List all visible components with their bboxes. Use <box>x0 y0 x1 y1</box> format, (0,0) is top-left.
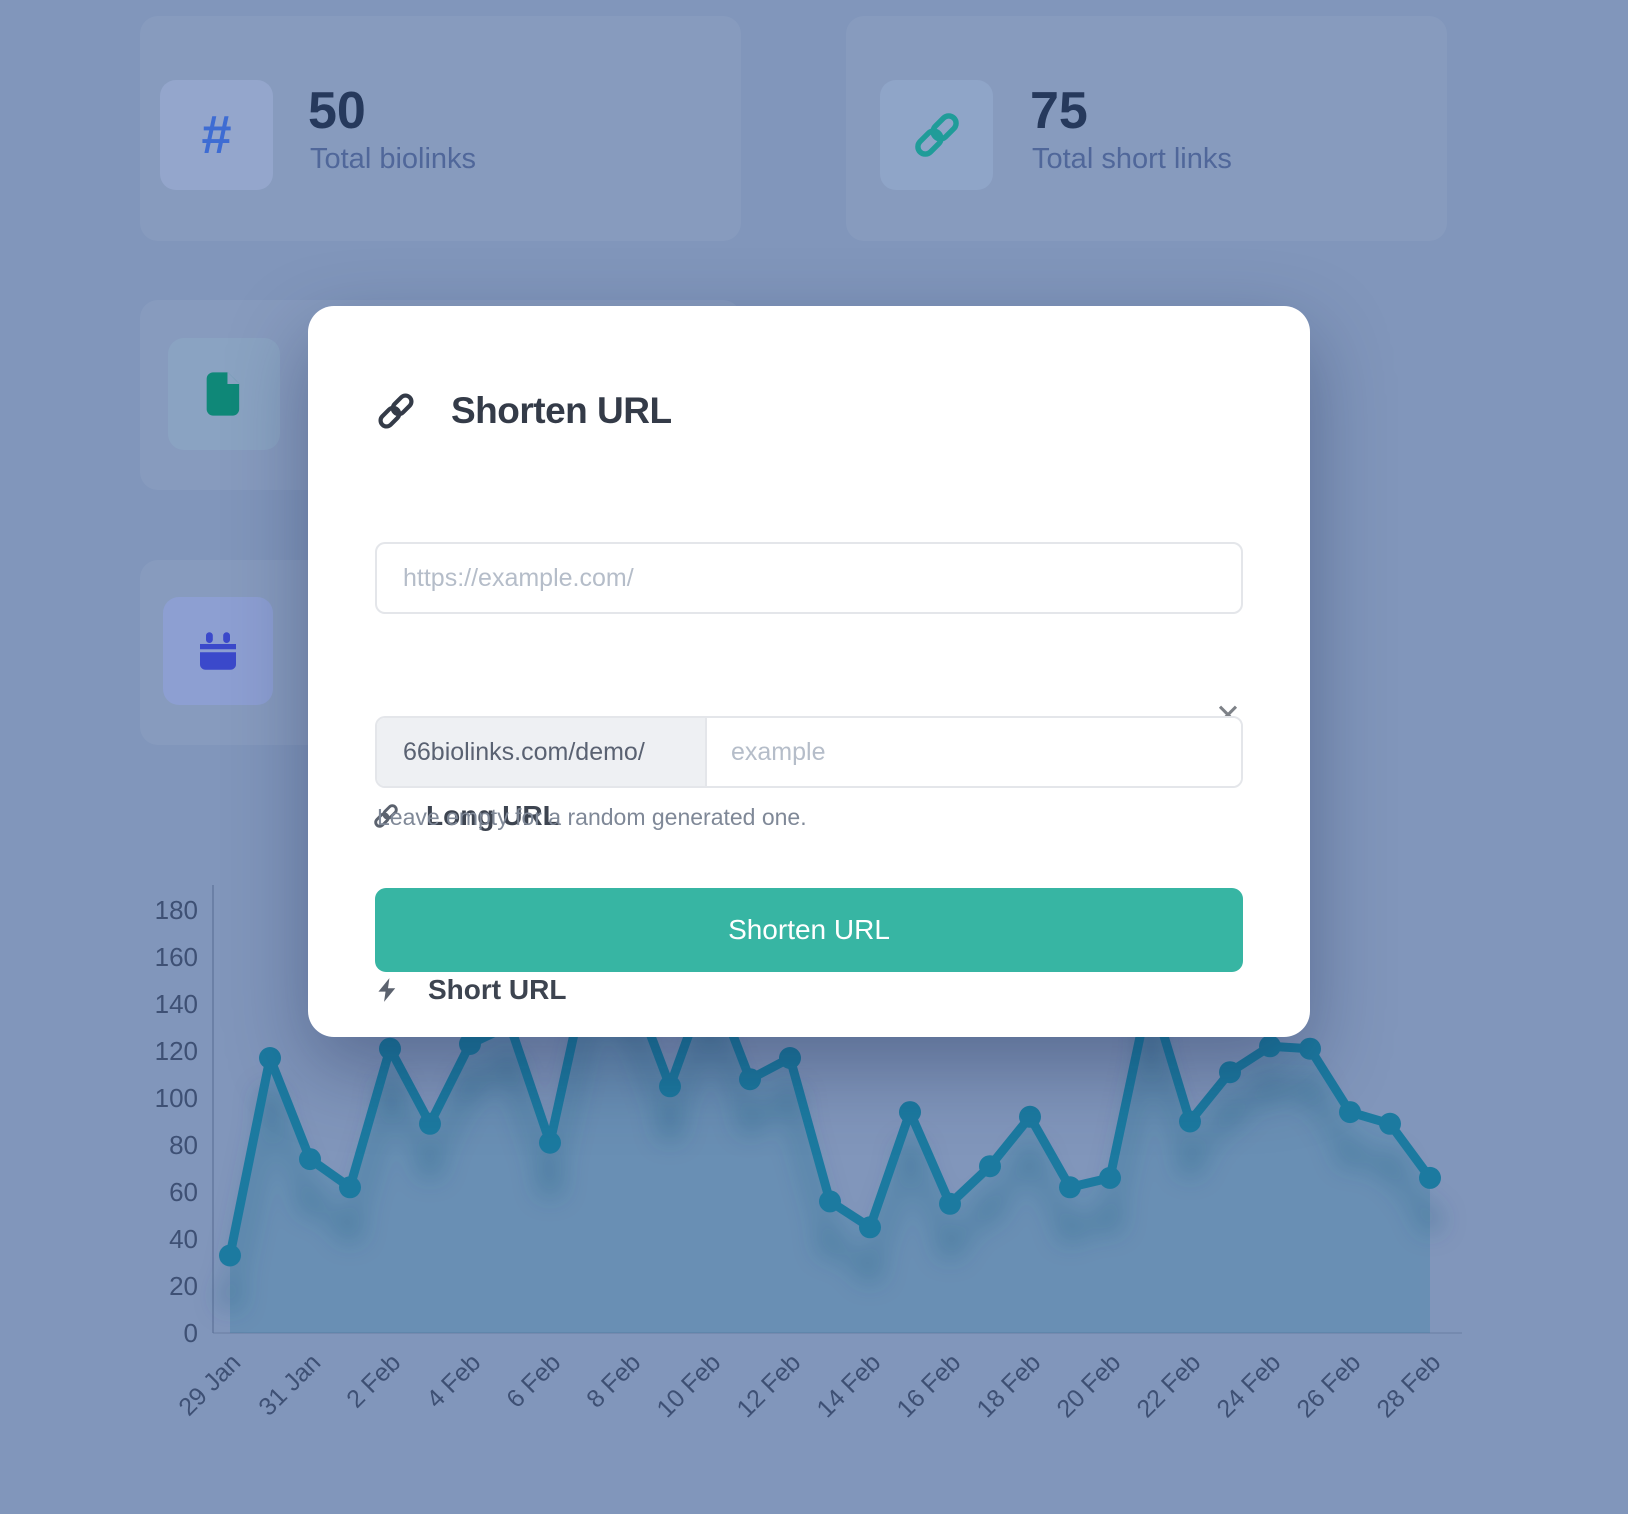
svg-text:28 Feb: 28 Feb <box>1371 1348 1446 1423</box>
calendar-icon <box>200 632 236 670</box>
long-url-label: Long URL <box>372 800 560 832</box>
short-url-helper: Leave empty for a random generated one. <box>377 804 807 830</box>
bolt-icon <box>378 978 396 1002</box>
svg-text:24 Feb: 24 Feb <box>1211 1348 1286 1423</box>
svg-text:120: 120 <box>155 1036 198 1066</box>
modal-title: Shorten URL <box>451 390 672 431</box>
svg-text:29 Jan: 29 Jan <box>173 1348 246 1421</box>
hash-tile: # <box>160 80 273 190</box>
svg-text:0: 0 <box>184 1318 198 1348</box>
svg-text:16 Feb: 16 Feb <box>891 1348 966 1423</box>
svg-text:6 Feb: 6 Feb <box>501 1348 566 1413</box>
svg-text:60: 60 <box>169 1177 198 1207</box>
stat-label-shortlinks: Total short links <box>1032 143 1232 175</box>
svg-text:14 Feb: 14 Feb <box>811 1348 886 1423</box>
svg-text:12 Feb: 12 Feb <box>731 1348 806 1423</box>
svg-text:100: 100 <box>155 1083 198 1113</box>
short-url-label-text: Short URL <box>428 974 567 1005</box>
svg-text:180: 180 <box>155 895 198 925</box>
chain-link-icon <box>378 393 414 429</box>
modal-header: Shorten URL <box>375 390 672 432</box>
svg-text:2 Feb: 2 Feb <box>341 1348 406 1413</box>
svg-text:26 Feb: 26 Feb <box>1291 1348 1366 1423</box>
svg-text:18 Feb: 18 Feb <box>971 1348 1046 1423</box>
shorten-url-button[interactable]: Shorten URL <box>375 888 1243 972</box>
svg-text:31 Jan: 31 Jan <box>253 1348 326 1421</box>
link-icon <box>914 113 959 157</box>
shorten-url-modal: Shorten URL ✕ Long URL Short URL 66bioli… <box>308 306 1310 1037</box>
short-url-label: Short URL <box>374 974 566 1006</box>
file-tile <box>168 338 280 450</box>
svg-text:22 Feb: 22 Feb <box>1131 1348 1206 1423</box>
short-url-input[interactable] <box>707 718 1241 786</box>
file-icon <box>206 371 240 416</box>
svg-text:20 Feb: 20 Feb <box>1051 1348 1126 1423</box>
svg-text:20: 20 <box>169 1271 198 1301</box>
hash-icon: # <box>201 105 232 165</box>
short-url-prefix: 66biolinks.com/demo/ <box>377 718 707 786</box>
svg-text:4 Feb: 4 Feb <box>421 1348 486 1413</box>
long-url-label-text: Long URL <box>426 800 560 831</box>
svg-text:140: 140 <box>155 989 198 1019</box>
svg-text:40: 40 <box>169 1224 198 1254</box>
link-tile <box>880 80 993 190</box>
svg-text:8 Feb: 8 Feb <box>581 1348 646 1413</box>
svg-text:10 Feb: 10 Feb <box>651 1348 726 1423</box>
stat-label-biolinks: Total biolinks <box>310 143 477 175</box>
long-url-input[interactable] <box>375 542 1243 614</box>
short-url-input-group: 66biolinks.com/demo/ <box>375 716 1243 788</box>
svg-text:80: 80 <box>169 1130 198 1160</box>
stat-value-shortlinks: 75 <box>1030 82 1088 140</box>
svg-text:160: 160 <box>155 942 198 972</box>
chain-link-icon <box>374 804 398 828</box>
calendar-tile <box>163 597 273 705</box>
stat-value-biolinks: 50 <box>308 82 366 140</box>
